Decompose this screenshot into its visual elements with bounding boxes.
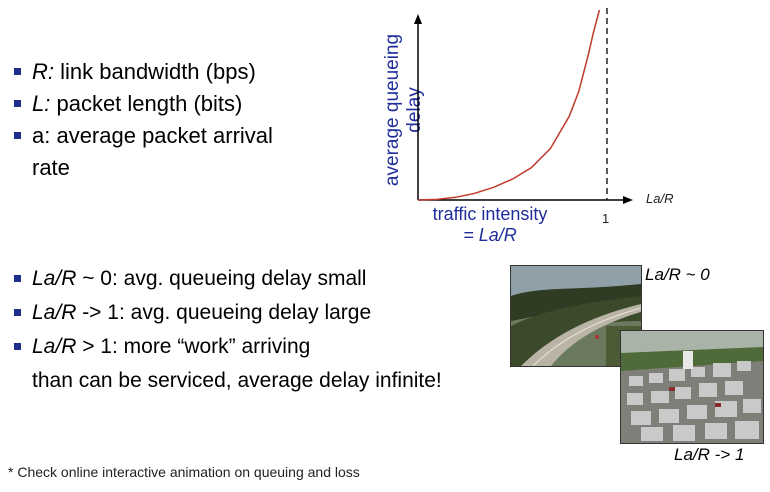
var-label: R: (32, 59, 54, 84)
bullet-square-icon (14, 132, 21, 139)
definition-text: packet length (bits) (50, 91, 243, 116)
definition-item-a: a: average packet arrival rate (12, 120, 273, 184)
photo-label-low: La/R ~ 0 (645, 265, 710, 284)
bullet-square-icon (14, 100, 21, 107)
var-label: La/R (32, 335, 77, 358)
x-tick-label-1: 1 (602, 211, 609, 226)
queueing-delay-chart: average queueing delay La/R 1 traffic in… (382, 8, 673, 245)
definition-text: link bandwidth (bps) (54, 59, 256, 84)
photo-label-high: La/R -> 1 (674, 445, 745, 464)
case-text: > 1: more “work” arriving (76, 335, 311, 358)
definition-item-l: L: packet length (bits) (12, 88, 273, 120)
case-item-one: La/R -> 1: avg. queueing delay large (12, 296, 442, 330)
bullet-square-icon (14, 343, 21, 350)
delay-curve-series (417, 9, 601, 201)
x-axis-arrow-icon (623, 196, 633, 204)
case-item-over: La/R > 1: more “work” arriving than can … (12, 330, 442, 398)
bullet-square-icon (14, 309, 21, 316)
definition-text: a: average packet arrival (32, 123, 273, 148)
var-label: La/R (32, 267, 77, 290)
bullet-square-icon (14, 275, 21, 282)
y-axis-label-line2: delay (404, 87, 425, 133)
bullet-square-icon (14, 68, 21, 75)
intensity-cases-list: La/R ~ 0: avg. queueing delay small La/R… (12, 262, 442, 398)
x-axis-label-line1: traffic intensity (433, 204, 548, 224)
y-axis-arrow-icon (414, 14, 422, 24)
definition-continuation: rate (32, 155, 70, 180)
var-label: La/R (32, 301, 77, 324)
footnote: * Check online interactive animation on … (8, 464, 360, 480)
case-text: -> 1: avg. queueing delay large (76, 301, 372, 324)
definition-item-r: R: link bandwidth (bps) (12, 56, 273, 88)
case-continuation: than can be serviced, average delay infi… (32, 369, 442, 392)
case-item-zero: La/R ~ 0: avg. queueing delay small (12, 262, 442, 296)
empty-highway-photo (510, 265, 642, 367)
case-text: ~ 0: avg. queueing delay small (76, 267, 367, 290)
definitions-list: R: link bandwidth (bps) L: packet length… (12, 56, 273, 184)
var-label: L: (32, 91, 51, 116)
traffic-jam-photo (620, 330, 764, 444)
x-axis-end-label: La/R (646, 191, 673, 206)
y-axis-label-line1: average queueing (382, 34, 403, 186)
x-axis-label-line2: = La/R (463, 225, 517, 245)
